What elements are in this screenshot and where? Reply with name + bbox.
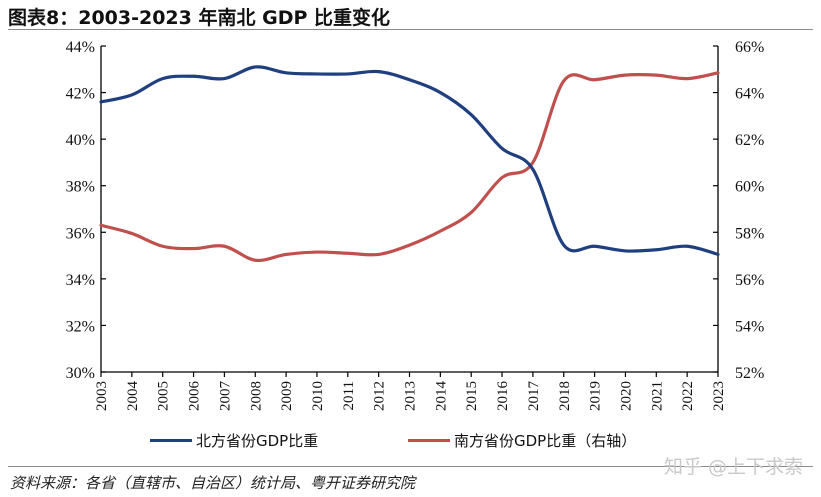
- title-divider: [8, 29, 813, 30]
- x-axis-tick-label: 2004: [125, 381, 141, 412]
- legend-item-north: 北方省份GDP比重: [150, 430, 318, 451]
- line-chart: 30% 32% 34% 36% 38% 40% 42% 44% 52% 54% 56% 58% 60% 6…: [66, 39, 765, 411]
- left-axis-tick-label: 38%: [66, 179, 95, 196]
- x-axis-tick-label: 2007: [217, 381, 233, 412]
- x-axis-tick-label: 2012: [372, 381, 388, 411]
- x-axis-tick-label: 2005: [156, 381, 172, 411]
- x-axis-tick-label: 2008: [248, 381, 264, 411]
- north-series-line: [99, 65, 720, 257]
- chart-title: 图表8：2003-2023 年南北 GDP 比重变化: [8, 7, 391, 29]
- x-axis-tick-label: 2017: [526, 381, 542, 412]
- x-axis-tick-label: 2009: [279, 381, 295, 411]
- chart-axes: 30% 32% 34% 36% 38% 40% 42% 44% 52% 54% 56% 58% 60% 6…: [66, 39, 765, 411]
- chart-lines: [99, 65, 720, 263]
- x-axis-tick-label: 2021: [649, 381, 665, 411]
- south-series-line: [99, 71, 720, 263]
- left-axis-tick-label: 34%: [66, 272, 95, 289]
- legend-label-south: 南方省份GDP比重（右轴）: [454, 432, 637, 450]
- right-axis-tick-label: 62%: [735, 132, 764, 149]
- chart-legend: 北方省份GDP比重 南方省份GDP比重（右轴）: [150, 430, 710, 454]
- x-axis-tick-label: 2013: [403, 381, 419, 411]
- legend-item-south: 南方省份GDP比重（右轴）: [408, 430, 636, 451]
- legend-swatch-north: [150, 439, 192, 442]
- x-axis-tick-label: 2020: [618, 381, 634, 411]
- right-axis-tick-label: 64%: [735, 86, 764, 103]
- x-axis-tick-label: 2016: [495, 381, 511, 412]
- x-axis-tick-label: 2010: [310, 381, 326, 411]
- legend-swatch-south: [408, 439, 450, 442]
- left-axis-tick-label: 42%: [66, 86, 95, 103]
- x-axis-tick-label: 2003: [94, 381, 110, 411]
- right-axis-tick-label: 58%: [735, 225, 764, 242]
- footer-divider: [8, 466, 813, 467]
- left-axis-tick-label: 30%: [66, 365, 95, 382]
- left-axis-tick-label: 40%: [66, 132, 95, 149]
- legend-label-north: 北方省份GDP比重: [196, 432, 319, 450]
- source-note: 资料来源：各省（直辖市、自治区）统计局、粤开证券研究院: [10, 474, 416, 492]
- right-axis-tick-label: 52%: [735, 365, 764, 382]
- left-axis-tick-label: 36%: [66, 225, 95, 242]
- watermark: 知乎 @上下求索: [663, 456, 803, 478]
- right-axis-tick-label: 66%: [735, 39, 764, 56]
- x-axis-tick-label: 2022: [680, 381, 696, 411]
- right-axis-tick-label: 60%: [735, 179, 764, 196]
- right-axis-tick-label: 56%: [735, 272, 764, 289]
- x-axis-tick-label: 2015: [464, 381, 480, 411]
- x-axis-tick-label: 2006: [187, 381, 203, 412]
- left-axis-tick-label: 32%: [66, 318, 95, 335]
- x-axis-tick-label: 2019: [588, 381, 604, 411]
- left-axis-tick-label: 44%: [66, 39, 95, 56]
- x-axis-tick-label: 2014: [433, 381, 449, 412]
- x-axis-tick-label: 2023: [711, 381, 727, 411]
- x-axis-tick-label: 2018: [557, 381, 573, 411]
- right-axis-tick-label: 54%: [735, 318, 764, 335]
- x-axis-tick-label: 2011: [341, 381, 357, 410]
